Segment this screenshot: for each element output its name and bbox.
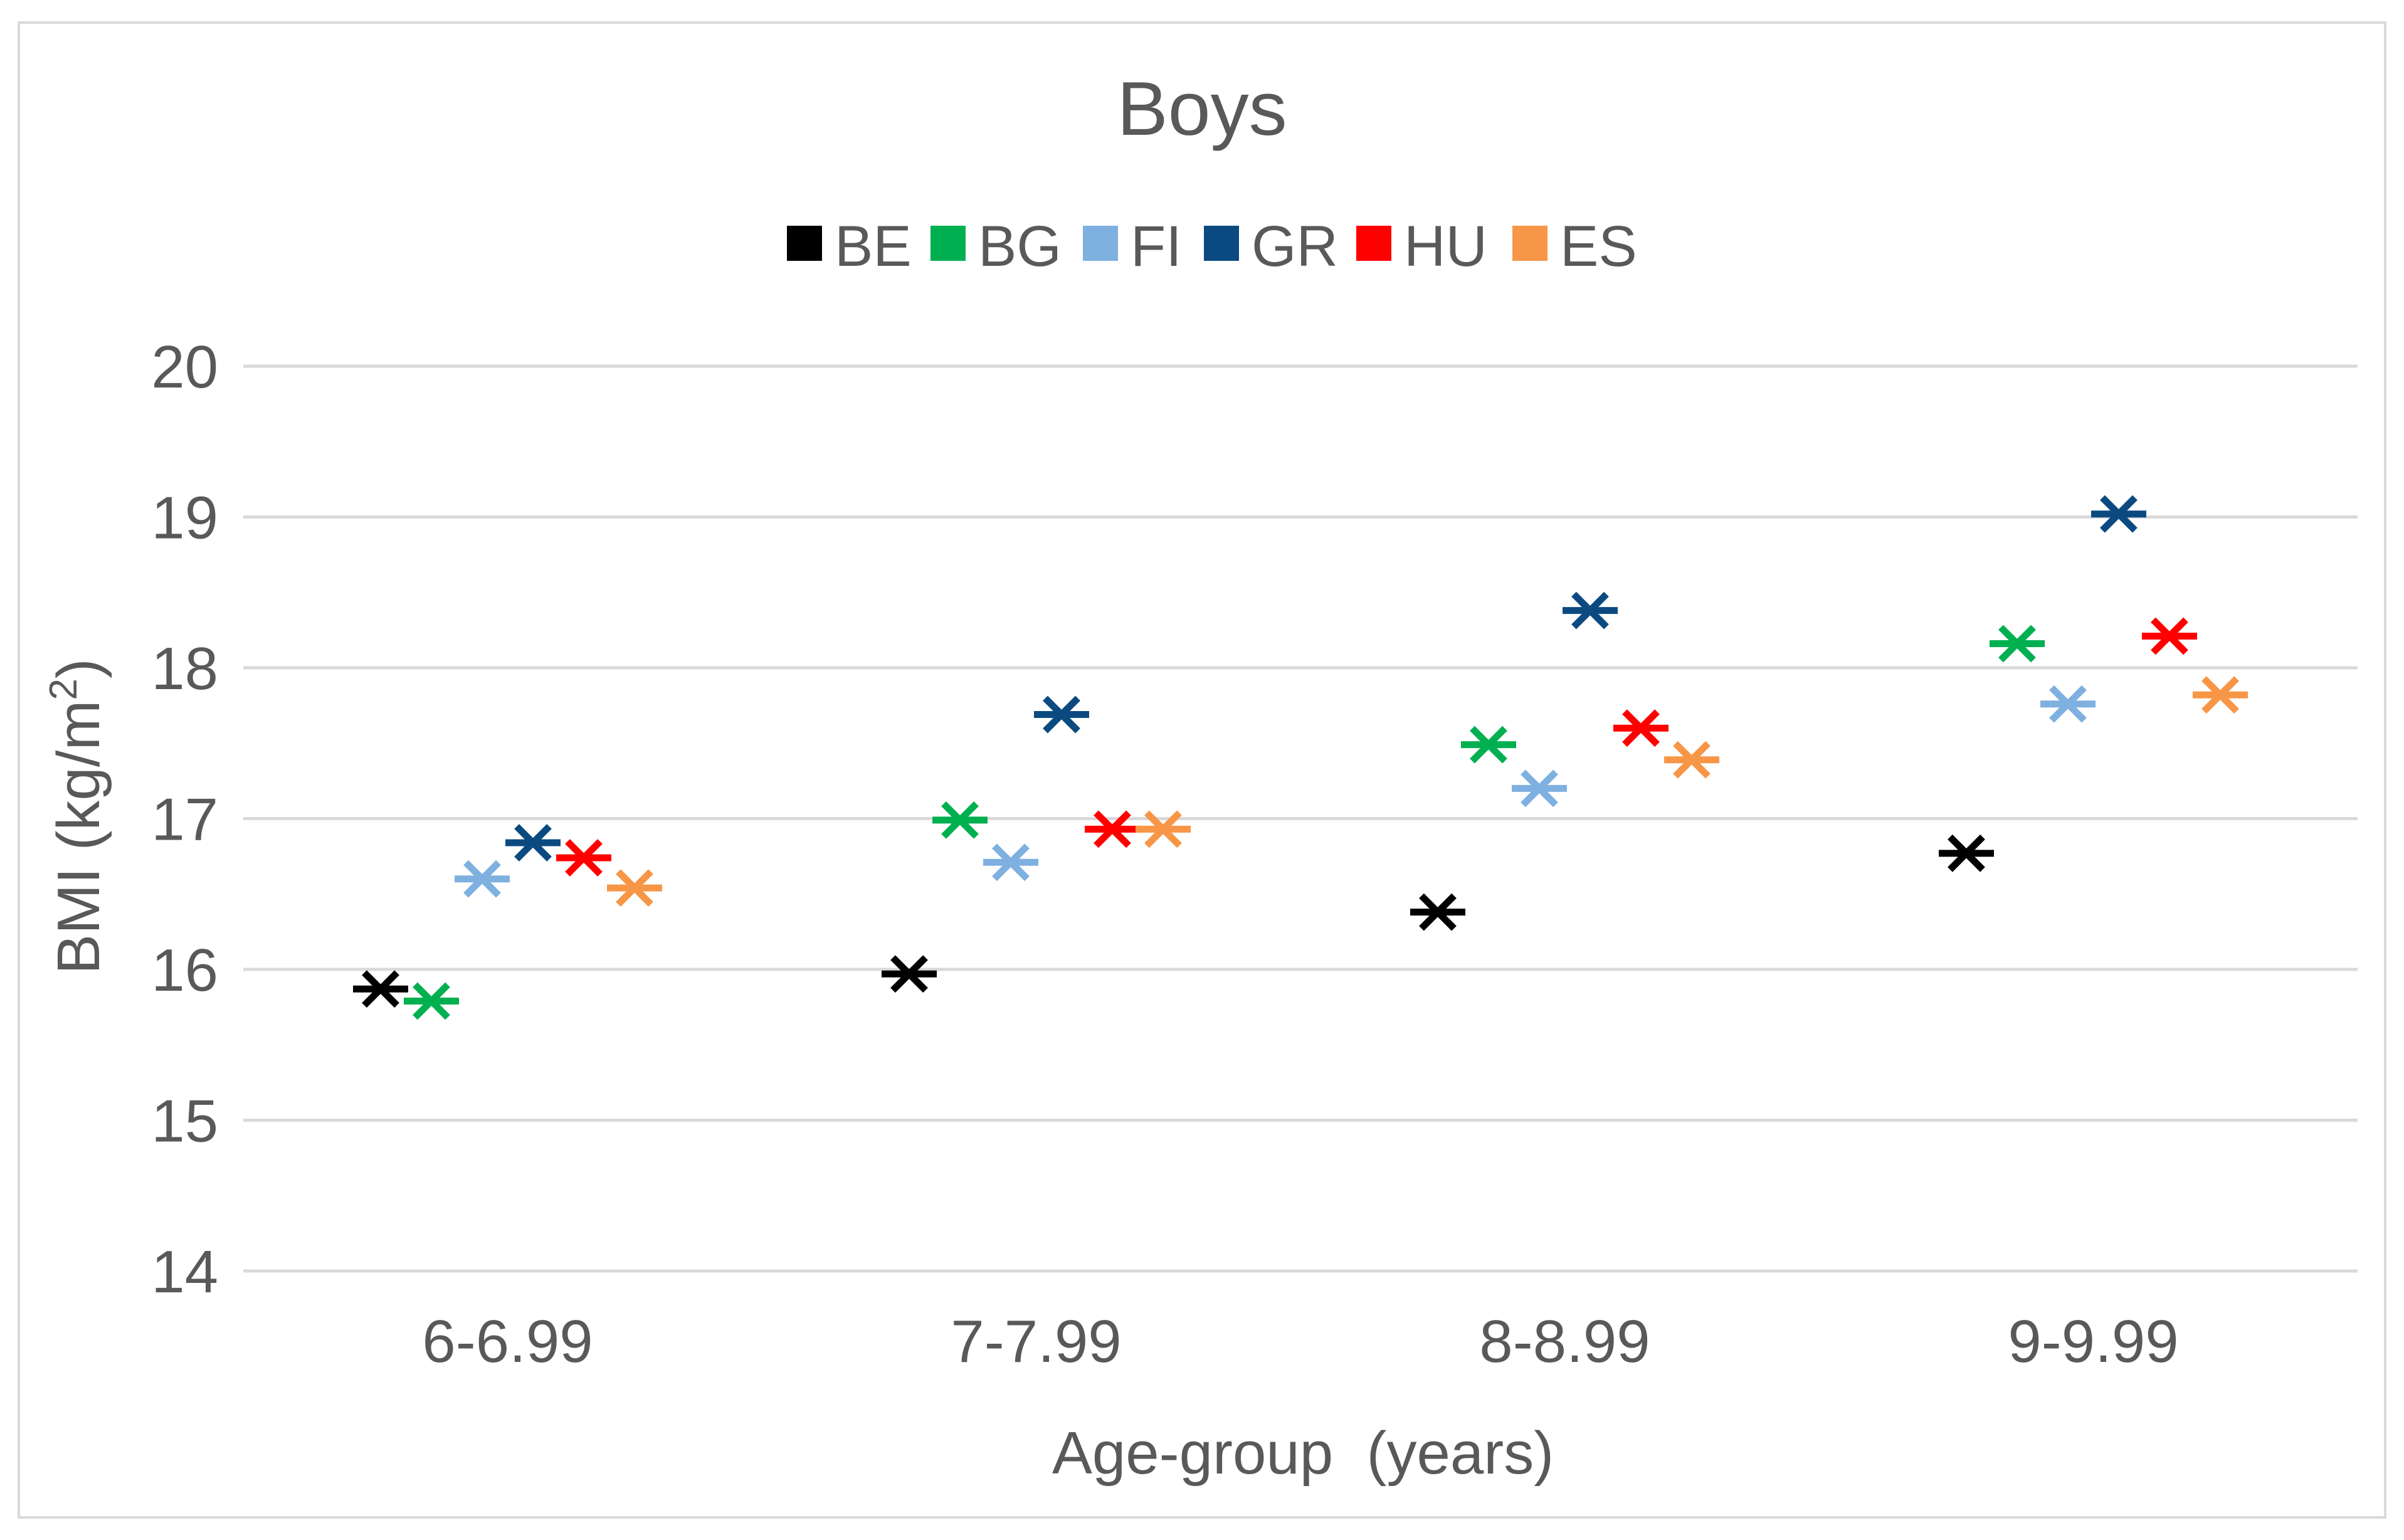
legend-item-gr: GR (1204, 214, 1338, 278)
point-hu (556, 839, 611, 877)
legend-label: GR (1252, 214, 1338, 278)
y-tick-label: 17 (151, 786, 218, 853)
legend-swatch (1512, 226, 1547, 261)
legend-label: BG (978, 214, 1062, 278)
y-tick-label: 18 (151, 635, 218, 702)
legend-label: BE (835, 214, 912, 278)
point-bg (404, 982, 459, 1020)
point-be (882, 955, 937, 993)
point-gr (1034, 695, 1089, 734)
y-axis-label-main: BMI (kg/m (45, 700, 112, 974)
y-axis-ticks: 14 15 16 17 18 19 20 (151, 334, 218, 1305)
point-be (1939, 834, 1994, 872)
y-tick-label: 16 (151, 937, 218, 1004)
point-es (607, 869, 662, 907)
point-be (1410, 893, 1465, 931)
point-hu (1085, 810, 1140, 848)
legend-item-es: ES (1512, 214, 1637, 278)
point-hu (1613, 709, 1669, 747)
x-tick-label: 7-7.99 (951, 1308, 1121, 1375)
y-tick-label: 14 (151, 1238, 218, 1305)
point-fi (1512, 769, 1567, 808)
data-points (353, 495, 2248, 1020)
x-tick-label: 9-9.99 (2008, 1308, 2178, 1375)
point-gr (2091, 495, 2146, 533)
point-fi (983, 843, 1038, 882)
y-axis-label: BMI (kg/m2) (42, 658, 112, 974)
point-fi (455, 860, 510, 898)
point-es (1664, 741, 1719, 779)
point-bg (1461, 725, 1516, 764)
legend-item-be: BE (787, 214, 912, 278)
chart-title: Boys (1117, 66, 1287, 151)
legend-swatch (1356, 226, 1391, 261)
x-tick-label: 8-8.99 (1479, 1308, 1650, 1375)
point-gr (505, 824, 561, 862)
gridlines (243, 364, 2358, 1273)
point-fi (2040, 685, 2096, 723)
legend-swatch (930, 226, 966, 261)
x-axis-label: Age-group (years) (1052, 1420, 1554, 1487)
y-tick-label: 19 (151, 485, 218, 552)
point-es (1136, 810, 1191, 848)
point-bg (1990, 625, 2045, 663)
legend-label: HU (1404, 214, 1487, 278)
y-axis-label-close: ) (45, 658, 112, 678)
point-es (2193, 676, 2248, 714)
y-tick-label: 15 (151, 1088, 218, 1155)
legend: BE BG FI GR HU ES (787, 214, 1637, 278)
legend-item-bg: BG (930, 214, 1062, 278)
y-tick-label: 20 (151, 334, 218, 401)
chart-frame (18, 21, 2386, 1519)
point-hu (2142, 617, 2197, 655)
x-axis-ticks: 6-6.99 7-7.99 8-8.99 9-9.99 (422, 1308, 2178, 1375)
point-bg (932, 801, 988, 839)
legend-swatch (787, 226, 822, 261)
legend-swatch (1204, 226, 1239, 261)
legend-item-hu: HU (1356, 214, 1487, 278)
legend-label: ES (1560, 214, 1637, 278)
point-be (353, 970, 408, 1008)
legend-label: FI (1131, 214, 1182, 278)
y-axis-label-superscript: 2 (42, 678, 85, 700)
x-tick-label: 6-6.99 (422, 1308, 593, 1375)
legend-item-fi: FI (1083, 214, 1182, 278)
point-gr (1563, 591, 1618, 630)
legend-swatch (1083, 226, 1118, 261)
